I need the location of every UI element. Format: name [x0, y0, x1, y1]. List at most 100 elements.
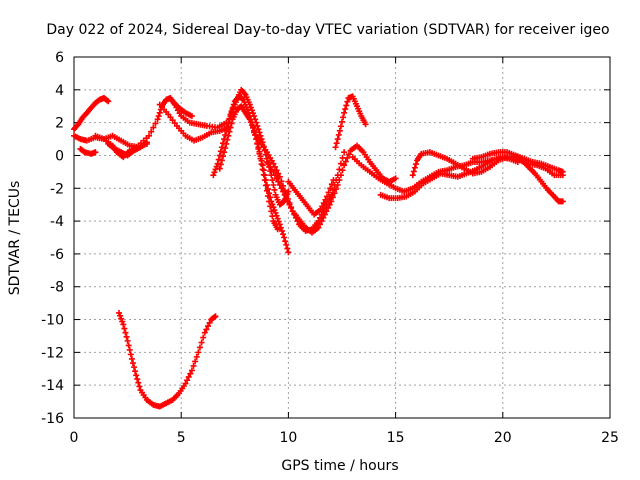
data-point — [280, 188, 287, 195]
data-point — [269, 177, 276, 184]
data-point — [412, 161, 419, 168]
y-tick-label: -2 — [50, 181, 64, 197]
data-point — [286, 201, 293, 208]
data-point — [227, 124, 234, 131]
data-point — [216, 165, 223, 172]
data-point — [274, 215, 281, 222]
data-point — [272, 172, 278, 179]
data-point — [221, 136, 228, 143]
data-point — [224, 136, 231, 143]
data-point — [326, 201, 333, 208]
data-point — [325, 189, 332, 196]
data-point — [319, 203, 326, 210]
data-point — [411, 164, 418, 171]
y-tick-label: -8 — [50, 280, 64, 296]
data-point — [195, 349, 202, 356]
data-point — [188, 113, 195, 120]
data-point — [334, 181, 341, 188]
data-point — [193, 353, 200, 360]
data-marks — [71, 86, 566, 410]
data-point — [328, 181, 335, 188]
data-point — [192, 358, 199, 365]
data-point — [116, 309, 123, 316]
data-point — [341, 162, 348, 169]
data-point — [224, 123, 231, 130]
data-point — [216, 152, 223, 159]
series-arc-13 — [263, 142, 399, 236]
data-point — [255, 126, 262, 133]
data-point — [150, 124, 157, 131]
data-point — [342, 106, 349, 113]
data-point — [317, 221, 324, 228]
data-point — [215, 156, 222, 163]
data-point — [261, 172, 268, 179]
data-point — [336, 177, 343, 184]
data-point — [276, 181, 283, 188]
data-point — [270, 168, 277, 175]
series-arc-18 — [409, 149, 528, 179]
data-point — [335, 131, 342, 138]
data-point — [317, 206, 324, 213]
data-point — [320, 200, 327, 207]
y-tick-label: 4 — [55, 83, 64, 99]
data-point — [247, 104, 254, 111]
data-point — [126, 346, 133, 353]
data-point — [325, 204, 332, 211]
data-point — [285, 249, 292, 256]
data-point — [134, 376, 141, 383]
data-point — [182, 380, 189, 387]
data-point — [280, 199, 287, 206]
data-point — [133, 372, 140, 379]
data-point — [250, 124, 257, 131]
data-point — [222, 131, 229, 138]
data-point — [321, 211, 328, 218]
data-point — [223, 140, 230, 147]
data-point — [185, 373, 192, 380]
data-point — [220, 140, 227, 147]
data-point — [200, 334, 207, 341]
data-point — [190, 362, 197, 369]
data-point — [275, 178, 282, 185]
data-point — [222, 145, 229, 152]
data-point — [345, 151, 352, 158]
data-point — [329, 194, 336, 201]
data-point — [336, 166, 343, 173]
data-point — [146, 132, 153, 139]
y-tick-labels: -16 -14 -12 -10 -8 -6 -4 -2 0 2 4 6 — [41, 50, 64, 427]
y-tick-label: -10 — [41, 313, 64, 329]
data-point — [248, 107, 255, 114]
data-point — [318, 218, 325, 225]
data-point — [125, 342, 132, 349]
data-point — [225, 119, 232, 126]
data-point — [339, 167, 346, 174]
data-point — [323, 208, 330, 215]
data-point — [281, 191, 288, 198]
data-point — [117, 312, 124, 319]
data-point — [248, 122, 255, 129]
series-arc-8 — [116, 309, 219, 410]
x-tick-label: 25 — [601, 430, 619, 446]
data-point — [266, 190, 273, 197]
data-point — [341, 149, 348, 156]
data-point — [259, 162, 266, 169]
data-point — [127, 351, 134, 358]
y-tick-label: -16 — [41, 411, 64, 427]
data-point — [256, 148, 263, 155]
data-point — [274, 226, 281, 233]
axis-ticks — [73, 56, 611, 419]
data-point — [188, 367, 195, 374]
data-point — [154, 116, 161, 123]
data-point — [136, 383, 143, 390]
data-point — [273, 212, 280, 219]
data-point — [323, 193, 330, 200]
data-point — [337, 172, 344, 179]
data-point — [344, 98, 351, 105]
data-point — [211, 314, 218, 321]
data-point — [283, 241, 290, 248]
data-point — [187, 370, 194, 377]
data-point — [342, 158, 349, 165]
data-point — [213, 163, 220, 170]
data-point — [320, 214, 327, 221]
y-tick-label: 6 — [55, 50, 64, 66]
data-point — [333, 140, 340, 147]
